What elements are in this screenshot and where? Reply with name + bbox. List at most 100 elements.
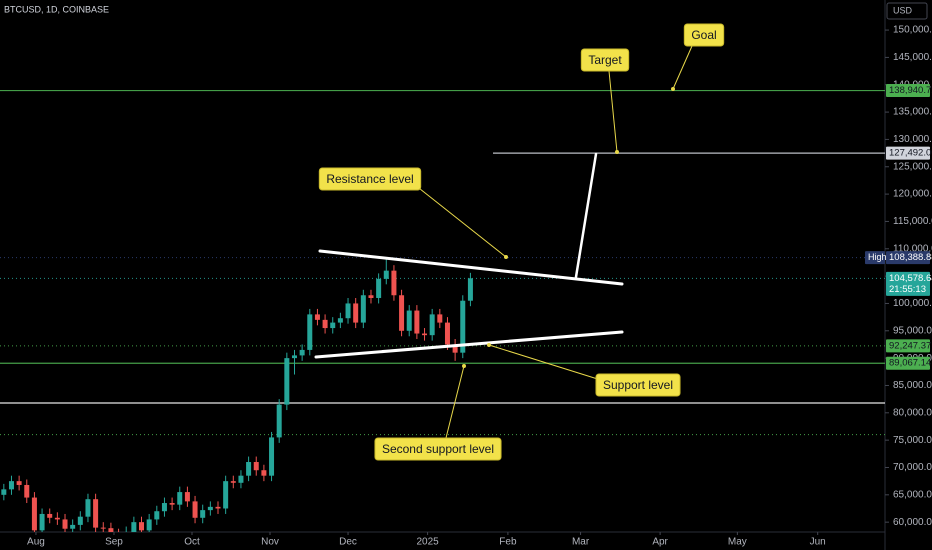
candle-body [322, 319, 328, 329]
candle-body [169, 503, 175, 505]
y-tick-label: 110,000.00 [893, 243, 932, 254]
y-tick-label: 115,000.00 [893, 216, 932, 227]
price-label: 92,247.37 [889, 340, 931, 351]
candle-body [54, 517, 60, 520]
annotation-text: Goal [691, 28, 716, 42]
candle-body [47, 513, 53, 518]
candle-body [223, 481, 229, 509]
x-tick-label: Nov [261, 537, 279, 548]
candle-body [39, 513, 45, 531]
candle-body [246, 462, 252, 476]
candle-body [383, 270, 389, 279]
candle-body [360, 295, 366, 323]
candle-body [353, 303, 359, 323]
pointers [409, 45, 693, 439]
y-tick-label: 125,000.00 [893, 161, 932, 172]
price-label: 104,578.64 [889, 273, 932, 284]
x-tick-label: Jun [810, 537, 826, 548]
candle-body [215, 506, 221, 509]
price-label-box [886, 339, 930, 353]
candle-body [460, 300, 466, 353]
candle-body [368, 295, 374, 298]
candle-body [261, 470, 267, 476]
y-tick-label: 75,000.00 [893, 435, 932, 446]
resistance-trendline [318, 249, 624, 286]
y-tick-label: 130,000.00 [893, 134, 932, 145]
y-tick-label: 85,000.00 [893, 380, 932, 391]
candle-body [177, 492, 183, 505]
candle-body [161, 503, 167, 512]
x-tick-label: May [728, 537, 747, 548]
currency-box[interactable] [886, 2, 928, 20]
x-tick-label: Aug [27, 537, 45, 548]
candle-body [230, 481, 236, 483]
candle-body [93, 499, 99, 528]
x-tick-label: Feb [499, 537, 517, 548]
candle-body [77, 516, 83, 525]
x-tick-label: Dec [339, 537, 357, 548]
price-label: 89,067.14 [889, 358, 931, 369]
price-label-box [886, 84, 930, 98]
y-tick-label: 70,000.00 [893, 462, 932, 473]
candle-body [406, 310, 412, 331]
candle-body [284, 358, 290, 405]
y-tick-label: 135,000.00 [893, 107, 932, 118]
candle-body [70, 524, 76, 529]
candle-body [192, 501, 198, 518]
candle-body [1, 489, 7, 495]
candle-body [24, 484, 30, 498]
y-tick-label: 60,000.00 [893, 517, 932, 528]
y-tick-label: 145,000.00 [893, 52, 932, 63]
support-trendline [314, 330, 624, 359]
candle-body [85, 499, 91, 517]
candle-body [291, 355, 297, 359]
candle-body [452, 344, 458, 353]
candle-body [337, 318, 343, 323]
candle-body [253, 462, 259, 471]
annotation-box [580, 48, 630, 72]
x-tick-label: Mar [572, 537, 590, 548]
y-tick-label: 80,000.00 [893, 407, 932, 418]
candle-body [146, 519, 152, 531]
x-tick-label: 2025 [416, 537, 439, 548]
candle-body [238, 475, 244, 483]
candle-body [422, 333, 428, 336]
candle-body [307, 314, 313, 350]
candle-body [207, 506, 213, 511]
price-label: 127,492.06 [889, 148, 932, 159]
countdown: 21:55:13 [889, 284, 926, 295]
candle-body [16, 481, 22, 485]
price-label: 138,940.72 [889, 85, 932, 96]
candle-body [154, 511, 160, 520]
candle-body [429, 314, 435, 336]
candle-body [184, 492, 190, 502]
candle-body [299, 349, 305, 356]
candle-body [467, 278, 473, 301]
x-tick-label: Sep [105, 537, 123, 548]
candle-body [269, 437, 275, 476]
price-label-box [886, 251, 930, 265]
candle-body [200, 510, 206, 518]
annotation-box [318, 167, 422, 191]
candle-body [414, 310, 420, 334]
candle-body [399, 295, 405, 331]
price-tag: High [868, 252, 887, 262]
candle-body [391, 270, 397, 296]
candle-body [62, 519, 68, 529]
price-label: 108,388.88 [889, 252, 932, 263]
y-tick-label: 65,000.00 [893, 489, 932, 500]
price-label-box [886, 146, 930, 160]
candle-body [376, 278, 382, 298]
y-tick-label: 100,000.00 [893, 298, 932, 309]
candle-body [330, 322, 336, 329]
candle-body [139, 522, 145, 531]
price-label-box [886, 356, 930, 370]
currency[interactable]: USD [893, 5, 913, 15]
annotation-box [683, 23, 725, 47]
annotation-text: Resistance level [326, 172, 413, 186]
projection-line [574, 152, 598, 279]
symbol: BTCUSD, 1D, COINBASE [4, 4, 109, 14]
x-tick-label: Apr [652, 537, 668, 548]
candle-body [108, 528, 114, 532]
